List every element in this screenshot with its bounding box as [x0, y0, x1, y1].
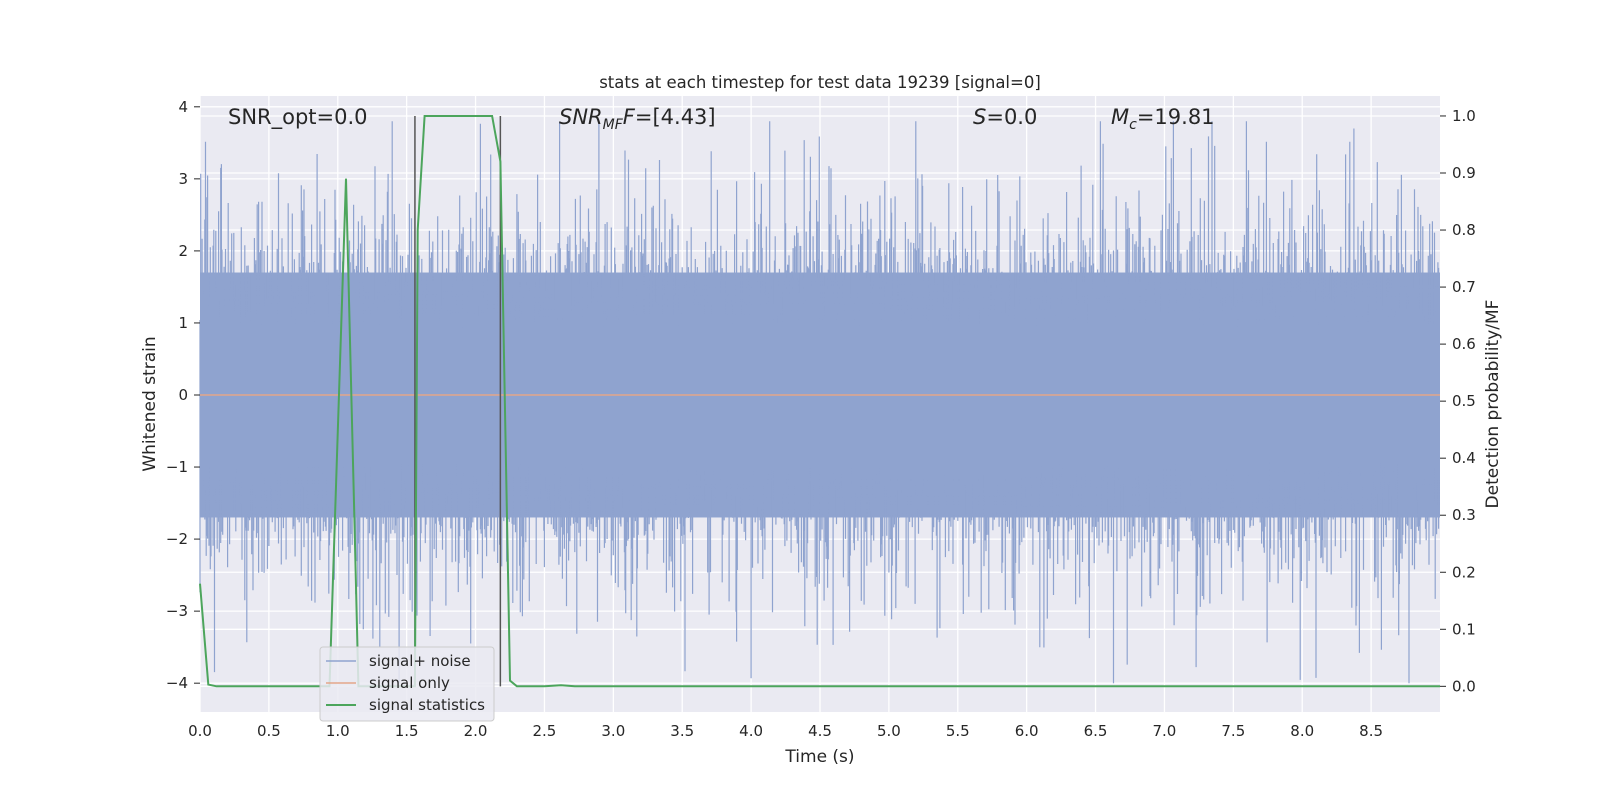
y-tick-label: −3 [166, 602, 188, 620]
y2-tick-label: 0.3 [1452, 506, 1476, 524]
mc-symbol: M [1111, 105, 1129, 129]
x-tick-label: 7.5 [1221, 722, 1245, 740]
x-axis-label: Time (s) [784, 747, 854, 767]
x-tick-label: 7.0 [1153, 722, 1177, 740]
y-tick-label: −1 [166, 458, 188, 476]
snr-mf-symbol: SNR [559, 105, 603, 129]
y-tick-label: 3 [178, 170, 188, 188]
y2-tick-labels: 1.0 0.9 0.8 0.7 0.6 0.5 0.4 0.3 0.2 0.1 0.0 [1440, 107, 1476, 695]
x-tick-label: 5.0 [877, 722, 901, 740]
x-tick-labels: 0.0 0.5 1.0 1.5 2.0 2.5 3.0 3.5 4.0 4.5 5.0 5.5 6.0 6… [188, 722, 1383, 740]
y-tick-label: 0 [178, 386, 188, 404]
s-value: =0.0 [986, 105, 1037, 129]
x-tick-label: 3.5 [670, 722, 694, 740]
s-annotation: S=0.0 [973, 105, 1037, 129]
chart-title: stats at each timestep for test data 192… [599, 73, 1041, 92]
y-tick-label: −2 [166, 530, 188, 548]
legend-label-signal-only: signal only [369, 674, 450, 692]
snr-mf-f: F [623, 105, 636, 129]
x-tick-label: 8.5 [1359, 722, 1383, 740]
y2-tick-label: 0.8 [1452, 221, 1476, 239]
x-tick-label: 4.0 [739, 722, 763, 740]
x-tick-label: 5.5 [946, 722, 970, 740]
y2-tick-label: 0.9 [1452, 164, 1476, 182]
signal-statistics-series-line [199, 115, 1440, 688]
x-tick-label: 6.5 [1084, 722, 1108, 740]
x-tick-label: 4.5 [808, 722, 832, 740]
x-tick-label: 0.5 [257, 722, 281, 740]
y-tick-label: 4 [178, 98, 188, 116]
snr-mf-value: =[4.43] [635, 105, 716, 129]
snr-opt-annotation: SNR_opt=0.0 [228, 105, 368, 130]
x-tick-label: 1.5 [395, 722, 419, 740]
legend-label-signal-noise: signal+ noise [369, 652, 471, 670]
x-tick-label: 0.0 [188, 722, 212, 740]
y2-axis-label: Detection probability/MF [1483, 300, 1503, 509]
y2-tick-label: 0.5 [1452, 392, 1476, 410]
y-tick-label: 2 [178, 242, 188, 260]
legend-box [319, 646, 495, 722]
y-tick-label: −4 [166, 674, 188, 692]
mc-annotation: Mc=19.81 [1111, 105, 1215, 133]
y2-tick-label: 0.7 [1452, 278, 1476, 296]
y-tick-labels: 4 3 2 1 0 −1 −2 −3 −4 [166, 98, 200, 692]
y2-tick-label: 1.0 [1452, 107, 1476, 125]
mc-subscript: c [1129, 117, 1137, 133]
legend-label-signal-statistics: signal statistics [369, 696, 485, 714]
mc-value: =19.81 [1137, 105, 1215, 129]
y2-tick-label: 0.6 [1452, 335, 1476, 353]
x-tick-label: 8.0 [1290, 722, 1314, 740]
snr-mf-annotation: SNRMFF=[4.43] [559, 105, 716, 133]
y2-tick-label: 0.2 [1452, 563, 1476, 581]
x-tick-label: 2.5 [533, 722, 557, 740]
y-axis-label: Whitened strain [140, 336, 160, 471]
y2-tick-label: 0.4 [1452, 449, 1476, 467]
snr-mf-subscript: MF [603, 117, 624, 133]
y2-tick-label: 0.1 [1452, 620, 1476, 638]
x-tick-label: 6.0 [1015, 722, 1039, 740]
y-tick-label: 1 [178, 314, 188, 332]
x-tick-label: 3.0 [601, 722, 625, 740]
x-tick-label: 2.0 [464, 722, 488, 740]
x-tick-label: 1.0 [326, 722, 350, 740]
y2-tick-label: 0.0 [1452, 677, 1476, 695]
legend: signal+ noise signal only signal statist… [319, 646, 495, 722]
s-symbol: S [973, 105, 986, 129]
